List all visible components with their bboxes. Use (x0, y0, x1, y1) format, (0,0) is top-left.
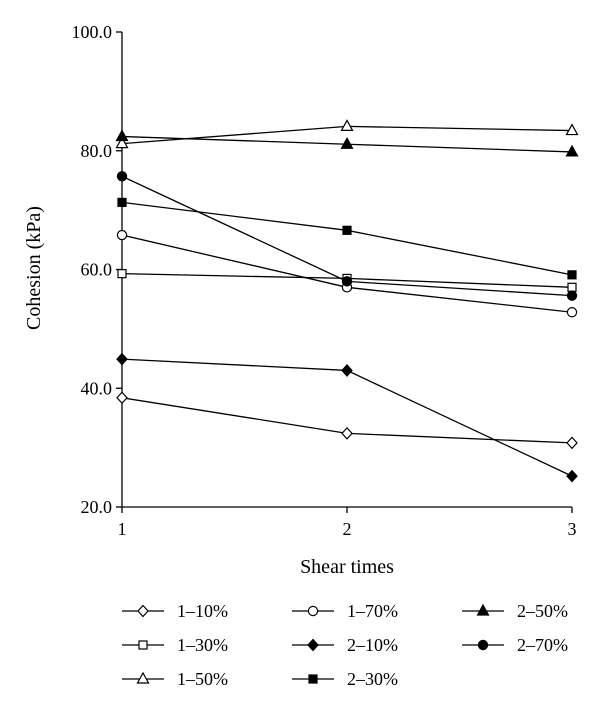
x-tick-label: 2 (343, 519, 352, 539)
y-tick-label: 40.0 (81, 378, 113, 398)
data-point (342, 225, 352, 235)
legend-label: 1–70% (347, 601, 398, 621)
data-point (341, 276, 353, 287)
data-point (115, 136, 129, 149)
y-axis-title: Cohesion (kPa) (23, 206, 45, 330)
legend-marker (307, 638, 319, 652)
x-axis-title: Shear times (300, 556, 394, 578)
legend-marker (476, 603, 490, 616)
legend-item: 2–50% (462, 601, 568, 621)
x-ticks: 1 2 3 (118, 507, 577, 539)
series-8 (116, 171, 578, 301)
legend-label: 1–10% (177, 601, 228, 621)
legend-marker (308, 674, 318, 684)
series-1 (116, 391, 578, 450)
data-point (565, 123, 579, 136)
legend-label: 2–50% (517, 601, 568, 621)
axes: 20.0 40.0 60.0 80.0 100.0 1 2 3 (72, 22, 577, 539)
data-point (566, 469, 578, 483)
data-point (117, 269, 127, 279)
legend-item: 1–50% (122, 669, 228, 689)
x-tick-label: 3 (568, 519, 577, 539)
data-point (566, 436, 578, 450)
series-5 (116, 352, 578, 483)
legend-marker (477, 639, 489, 651)
series-line (121, 201, 573, 276)
data-point (116, 391, 128, 405)
legend-marker (138, 640, 148, 650)
legend-item: 1–30% (122, 635, 228, 655)
data-point (340, 119, 354, 132)
series-group (115, 119, 579, 483)
data-point (116, 229, 128, 241)
y-tick-label: 20.0 (81, 497, 113, 517)
legend-label: 2–10% (347, 635, 398, 655)
legend-label: 2–30% (347, 669, 398, 689)
data-point (117, 197, 127, 208)
data-point (340, 136, 354, 149)
series-4 (116, 229, 578, 318)
y-tick-label: 80.0 (81, 141, 113, 161)
legend-label: 1–30% (177, 635, 228, 655)
legend-item: 2–10% (292, 635, 398, 655)
series-6 (117, 197, 577, 280)
data-point (566, 290, 578, 301)
y-ticks: 20.0 40.0 60.0 80.0 100.0 (72, 22, 122, 517)
y-tick-label: 100.0 (72, 22, 113, 42)
legend-item: 1–10% (122, 601, 228, 621)
legend: 1–10% 1–30% 1–50% 1–70% 2–10% 2–30% 2–50% 2–70% (122, 601, 568, 689)
series-line (121, 234, 573, 313)
legend-label: 2–70% (517, 635, 568, 655)
data-point (116, 352, 128, 366)
data-point (115, 129, 129, 142)
data-point (566, 307, 578, 318)
data-point (116, 171, 128, 182)
legend-marker (136, 671, 150, 684)
data-point (341, 426, 353, 440)
legend-label: 1–50% (177, 669, 228, 689)
data-point (341, 364, 353, 377)
data-point (565, 144, 579, 157)
series-7 (115, 129, 579, 157)
legend-marker (307, 605, 319, 617)
legend-item: 2–30% (292, 669, 398, 689)
legend-item: 2–70% (462, 635, 568, 655)
series-3 (115, 119, 579, 149)
legend-marker (137, 604, 149, 618)
x-tick-label: 1 (118, 519, 127, 539)
data-point (567, 270, 577, 280)
data-point (567, 282, 577, 292)
legend-item: 1–70% (292, 601, 398, 621)
y-tick-label: 60.0 (81, 260, 113, 280)
